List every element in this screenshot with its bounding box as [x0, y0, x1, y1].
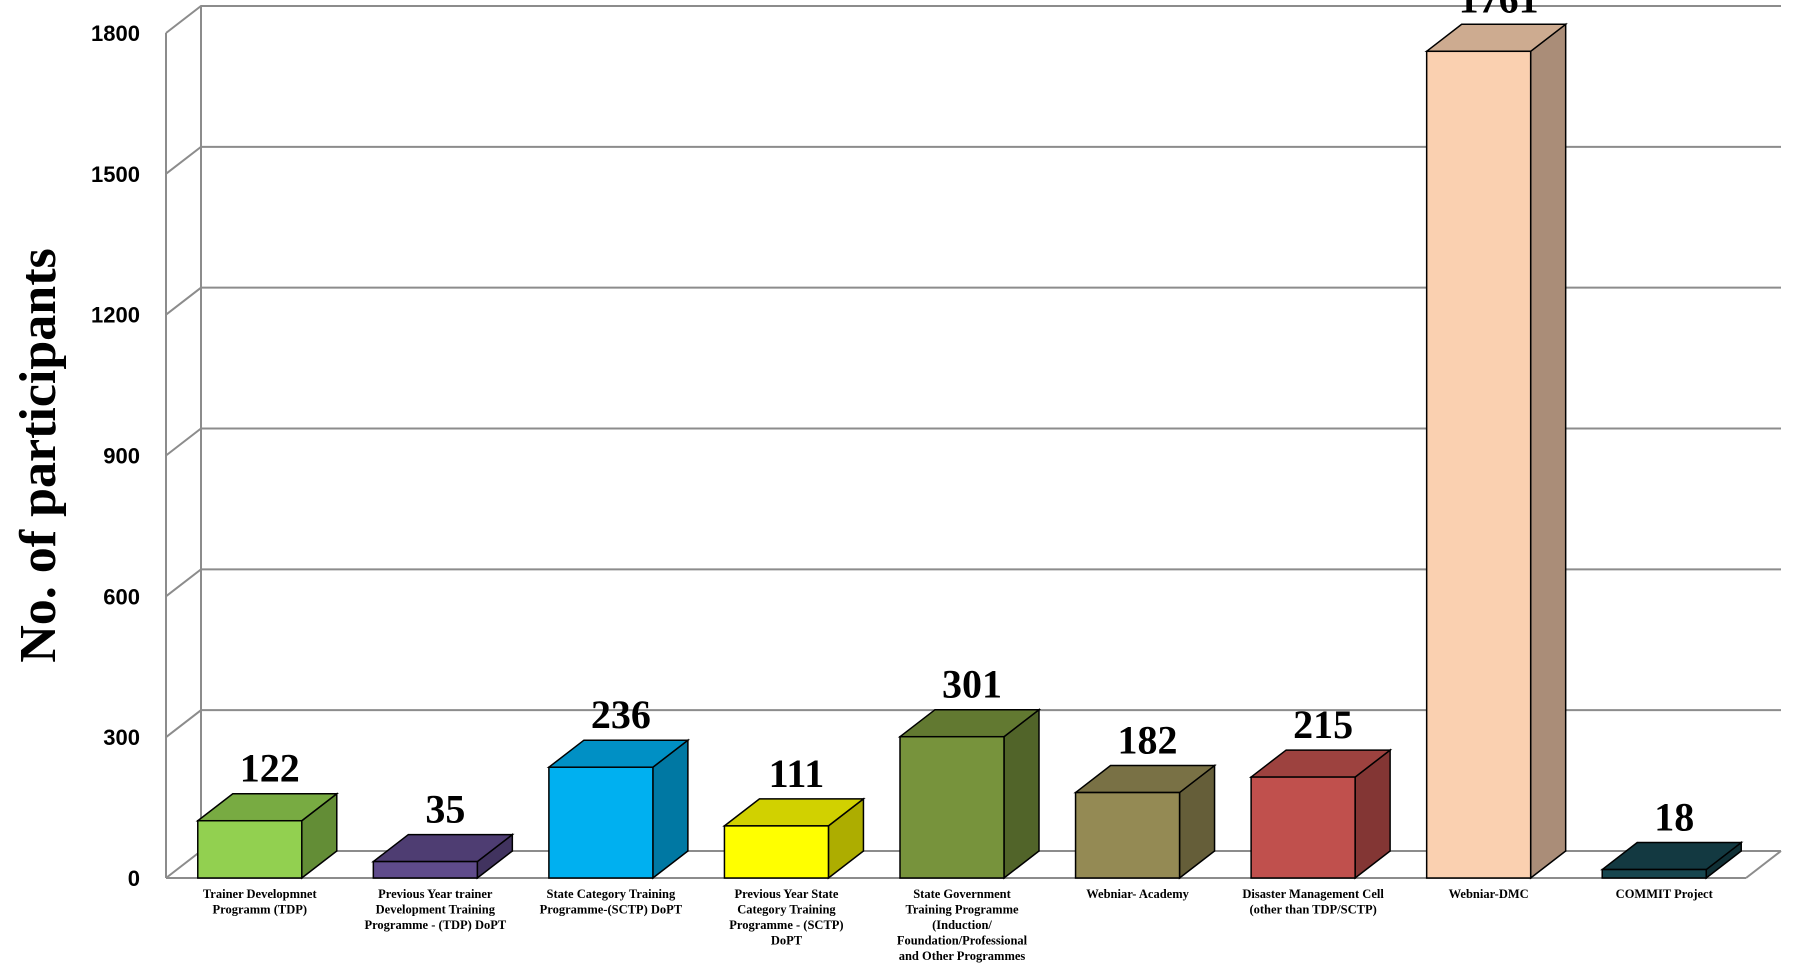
category-label-line: Programme - (TDP) DoPT: [364, 918, 506, 932]
y-tick-0: 0: [128, 866, 140, 891]
bar-front: [1601, 868, 1707, 879]
bar-front: [1250, 776, 1356, 879]
bar-2: [371, 833, 515, 880]
category-label-line: Programme - (SCTP): [729, 918, 843, 932]
category-label-line: Webniar-DMC: [1449, 887, 1529, 901]
data-label-7: 215: [1293, 702, 1353, 747]
bar-front: [1425, 50, 1532, 879]
bar-4: [722, 797, 866, 880]
category-label-line: Programm (TDP): [213, 903, 308, 917]
category-label-4: Previous Year State Category Training Prog…: [729, 887, 843, 948]
category-label-line: Programme-(SCTP) DoPT: [540, 903, 683, 917]
y-tick-300: 300: [103, 725, 140, 750]
category-label-8: Webniar-DMC: [1449, 887, 1529, 901]
bar-front: [1074, 791, 1181, 879]
category-label-9: COMMIT Project: [1616, 887, 1714, 901]
category-label-line: (other than TDP/SCTP): [1249, 903, 1376, 917]
data-label-3: 236: [591, 692, 651, 737]
category-label-line: COMMIT Project: [1616, 887, 1714, 901]
bar-1: [195, 792, 339, 880]
category-label-2: Previous Year trainer Development Trainin…: [364, 887, 506, 932]
data-label-1: 122: [240, 746, 300, 791]
category-label-line: State Category Training: [547, 887, 676, 901]
category-label-1: Trainer Developmnet Programm (TDP): [203, 887, 318, 917]
data-label-4: 111: [769, 751, 825, 796]
category-label-line: Development Training: [376, 903, 496, 917]
category-label-line: Disaster Management Cell: [1242, 887, 1384, 901]
data-label-2: 35: [425, 787, 465, 832]
category-label-line: Training Programme: [905, 903, 1019, 917]
floor-right-edge: [1745, 850, 1782, 879]
category-label-line: State Government: [913, 887, 1011, 901]
category-label-line: Foundation/Professional: [897, 934, 1028, 948]
category-label-6: Webniar- Academy: [1086, 887, 1189, 901]
category-label-line: Category Training: [737, 903, 836, 917]
bar-8: [1424, 22, 1568, 880]
category-label-line: Previous Year trainer: [378, 887, 493, 901]
data-label-8: 1761: [1459, 0, 1539, 21]
y-tick-900: 900: [103, 444, 140, 469]
category-label-line: DoPT: [771, 934, 803, 948]
bar-front: [723, 825, 830, 879]
category-label-line: and Other Programmes: [899, 949, 1026, 963]
category-label-line: Trainer Developmnet: [203, 887, 318, 901]
bar-9: [1600, 841, 1744, 880]
bar-front: [899, 735, 1005, 879]
y-tick-1200: 1200: [91, 303, 140, 328]
data-label-9: 18: [1654, 795, 1694, 840]
bar-3: [546, 738, 691, 880]
category-label-7: Disaster Management Cell (other than TDP/…: [1242, 887, 1384, 917]
y-axis-label: No. of participants: [10, 248, 67, 663]
data-label-6: 182: [1118, 718, 1178, 763]
y-tick-1500: 1500: [91, 162, 140, 187]
bars: [195, 22, 1744, 880]
y-axis-ticks: 0 300 600 900 1200 1500 1800: [91, 21, 140, 891]
bar-side: [1529, 22, 1567, 880]
data-label-5: 301: [942, 662, 1002, 707]
category-label-line: (Induction/: [932, 918, 992, 932]
data-labels: 122 35 236 111 301 182 215 1761 18: [240, 0, 1694, 840]
bar-7: [1248, 748, 1393, 880]
category-labels: Trainer Developmnet Programm (TDP) Previou…: [203, 887, 1714, 963]
bar-5: [897, 708, 1042, 880]
category-label-line: Previous Year State: [734, 887, 838, 901]
category-label-line: Webniar- Academy: [1086, 887, 1189, 901]
y-tick-1800: 1800: [91, 21, 140, 46]
bar-front: [548, 766, 654, 879]
bar-front: [372, 860, 479, 879]
bar-6: [1073, 764, 1217, 880]
bar-side: [1003, 708, 1040, 880]
bar-front: [197, 819, 303, 879]
y-tick-600: 600: [103, 584, 140, 609]
category-label-5: State Government Training Programme (Induc…: [897, 887, 1028, 963]
category-label-3: State Category Training Programme-(SCTP) …: [540, 887, 683, 917]
